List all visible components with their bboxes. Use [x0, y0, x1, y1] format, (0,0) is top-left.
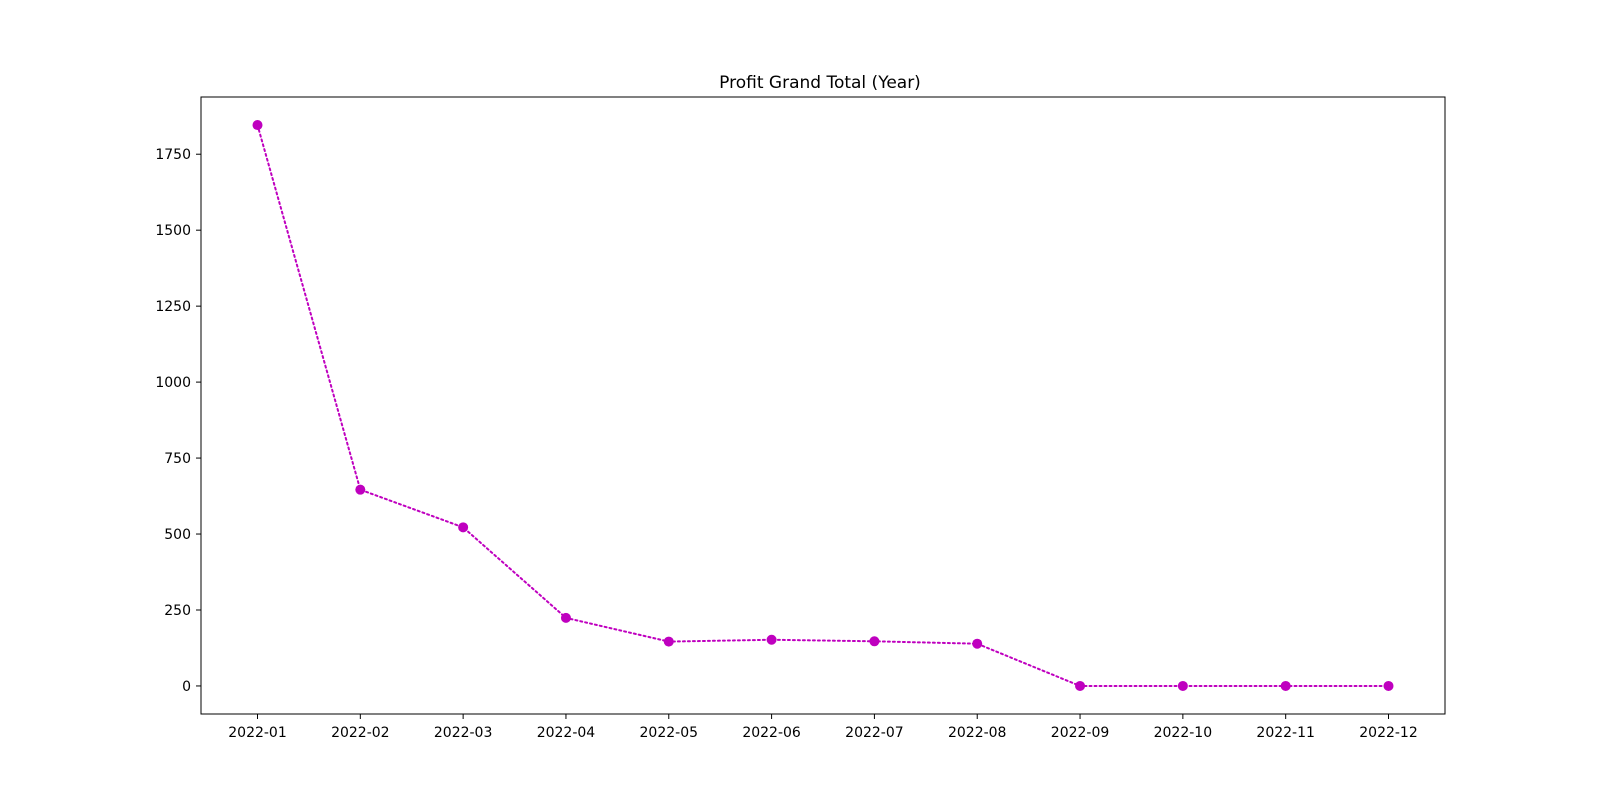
series-line	[256, 124, 1390, 687]
axes: 2022-01 2022-02 2022-03 2022-04 2022-05 2022-…	[155, 96, 1446, 741]
x-tick-label: 2022-04	[537, 725, 596, 741]
x-tick-label: 2022-10	[1154, 725, 1213, 741]
series-line-group	[256, 124, 1390, 687]
data-point	[663, 636, 674, 647]
data-point	[458, 522, 469, 533]
x-tick-label: 2022-02	[331, 725, 390, 741]
x-tick-label: 2022-09	[1051, 725, 1110, 741]
data-point	[766, 634, 777, 645]
data-point	[1075, 680, 1086, 691]
x-tick-label: 2022-08	[948, 725, 1007, 741]
x-tick-label: 2022-11	[1256, 725, 1315, 741]
y-tick-label: 500	[164, 527, 191, 543]
y-tick-label: 1750	[155, 147, 191, 163]
plot-frame	[200, 96, 1446, 715]
data-point	[1177, 680, 1188, 691]
data-point	[252, 120, 263, 131]
x-tick-label: 2022-12	[1359, 725, 1418, 741]
x-tick-label: 2022-07	[845, 725, 904, 741]
data-point	[560, 612, 571, 623]
x-tick-label: 2022-06	[742, 725, 801, 741]
data-point	[355, 484, 366, 495]
data-point	[972, 638, 983, 649]
x-tick-label: 2022-05	[640, 725, 699, 741]
x-tick-label: 2022-01	[228, 725, 287, 741]
data-point	[1280, 680, 1291, 691]
x-tick-label: 2022-03	[434, 725, 493, 741]
chart-title: Profit Grand Total (Year)	[719, 73, 921, 93]
data-points	[252, 120, 1394, 691]
data-point	[869, 636, 880, 647]
y-tick-label: 750	[164, 451, 191, 467]
data-point	[1383, 680, 1394, 691]
y-tick-label: 0	[182, 679, 191, 695]
y-tick-label: 250	[164, 603, 191, 619]
y-tick-label: 1250	[155, 299, 191, 315]
y-tick-label: 1500	[155, 223, 191, 239]
y-tick-label: 1000	[155, 375, 191, 391]
